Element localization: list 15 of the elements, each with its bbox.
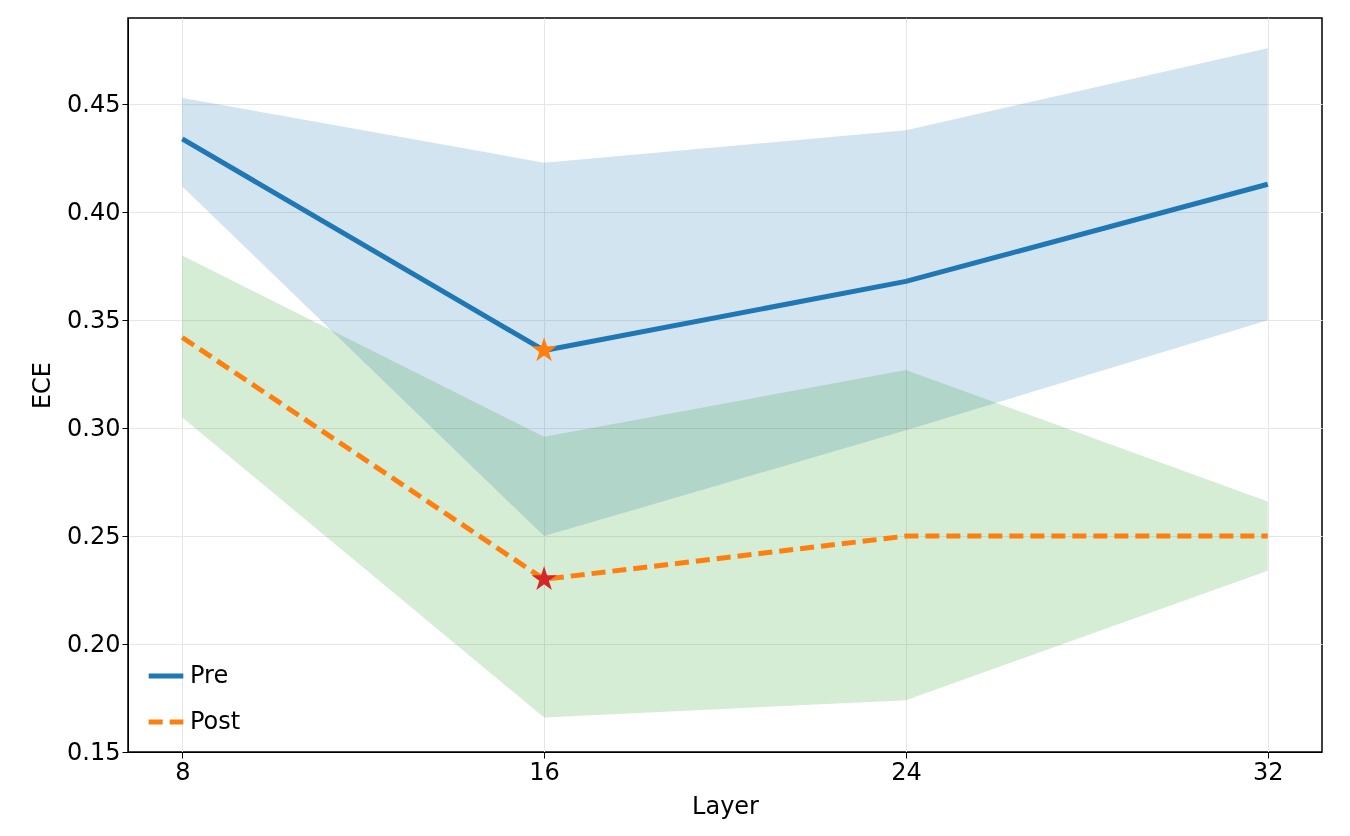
y-tick-label: 0.15	[67, 737, 121, 766]
y-tick-label: 0.45	[67, 89, 121, 118]
x-tick-label: 32	[1252, 757, 1284, 786]
y-tick-label: 0.30	[67, 413, 121, 442]
x-tick-label: 8	[175, 757, 191, 786]
y-tick-label: 0.25	[67, 521, 121, 550]
y-tick-label: 0.35	[67, 305, 121, 334]
y-tick-label: 0.20	[67, 629, 121, 658]
legend-label: Post	[190, 707, 241, 735]
y-axis-title: ECE	[28, 361, 57, 410]
x-axis-title: Layer	[692, 791, 760, 820]
y-tick-label: 0.40	[67, 197, 121, 226]
legend-label: Pre	[190, 661, 229, 689]
x-tick-label: 24	[891, 757, 922, 786]
x-tick-label: 16	[529, 757, 560, 786]
